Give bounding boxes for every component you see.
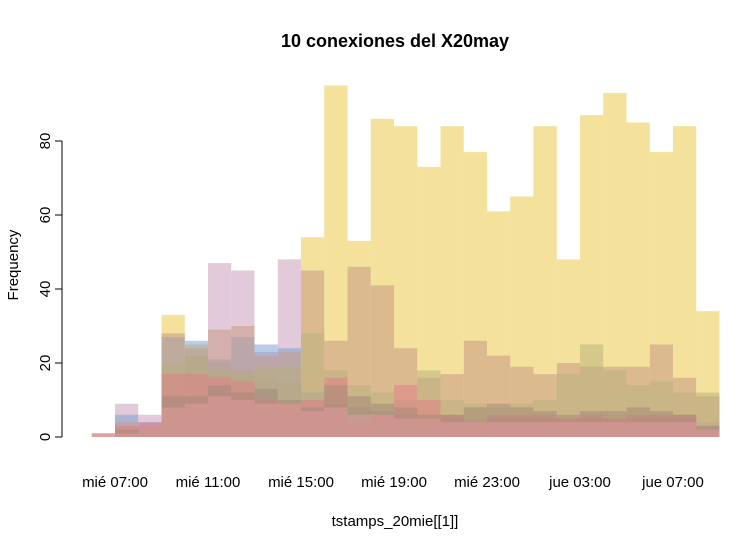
histogram-bar-series-7-bin-10 [301, 407, 325, 437]
histogram-bar-series-7-bin-25 [649, 411, 673, 437]
histogram-bar-series-8-bin-20 [533, 422, 557, 437]
histogram-bar-series-8-bin-14 [394, 418, 418, 437]
histogram-bar-series-8-bin-17 [463, 422, 487, 437]
histogram-bar-series-8-bin-5 [184, 403, 208, 437]
histogram-bar-series-7-bin-2 [115, 429, 139, 437]
x-tick-label: mié 15:00 [268, 474, 334, 491]
histogram-bar-series-8-bin-15 [417, 418, 441, 437]
x-tick-label: mié 19:00 [361, 474, 427, 491]
histogram-bar-series-8-bin-19 [510, 422, 534, 437]
x-tick-label: jue 03:00 [548, 474, 611, 491]
x-tick-label: mié 23:00 [454, 474, 520, 491]
x-axis: mié 07:00 mié 11:00 mié 15:00 mié 19:00 mié … [82, 474, 704, 491]
y-tick-label: 40 [37, 281, 54, 298]
histogram-bar-series-7-bin-12 [347, 396, 371, 437]
y-tick-label: 20 [37, 355, 54, 372]
histogram-bar-series-8-bin-3 [138, 429, 162, 437]
histogram-bar-series-8-bin-21 [556, 422, 580, 437]
histogram-bar-series-1-bin-20 [533, 126, 557, 437]
histogram-bar-series-8-bin-16 [440, 422, 464, 437]
histogram-bar-series-8-bin-9 [277, 403, 301, 437]
histogram-bar-series-7-bin-17 [463, 407, 487, 437]
histogram-bar-series-1-bin-26 [673, 126, 697, 437]
y-axis: 0 20 40 60 80 [37, 133, 63, 441]
histogram-bar-series-8-bin-18 [487, 422, 511, 437]
histogram-bar-series-8-bin-26 [673, 422, 697, 437]
x-tick-label: mié 11:00 [176, 474, 241, 491]
x-tick-label: jue 07:00 [641, 474, 704, 491]
histogram-bar-series-7-bin-19 [510, 407, 534, 437]
histogram-bar-series-6-bin-1 [91, 433, 115, 437]
chart-title: 10 conexiones del X20may [281, 31, 509, 51]
histogram-bar-series-7-bin-22 [580, 411, 604, 437]
histogram-bar-series-7-bin-26 [673, 414, 697, 437]
histogram-bar-series-7-bin-20 [533, 411, 557, 437]
histogram-bar-series-8-bin-11 [324, 407, 348, 437]
y-tick-label: 80 [37, 133, 54, 150]
histogram-bar-series-1-bin-15 [417, 166, 441, 437]
y-axis-label: Frequency [5, 229, 22, 300]
histogram-bar-series-8-bin-10 [301, 411, 325, 437]
histogram-bar-series-8-bin-7 [231, 400, 255, 437]
histogram-bar-series-8-bin-6 [208, 396, 232, 437]
histogram-bar-series-8-bin-23 [603, 422, 627, 437]
histogram-bar-series-7-bin-5 [184, 396, 208, 437]
histogram-bar-series-8-bin-24 [626, 422, 650, 437]
histogram-bar-series-7-bin-21 [556, 414, 580, 437]
histogram-bar-series-7-bin-24 [626, 407, 650, 437]
histogram-bar-series-8-bin-4 [161, 407, 185, 437]
histogram-bar-series-8-bin-25 [649, 422, 673, 437]
histogram-bar-series-8-bin-13 [370, 414, 394, 437]
histogram-bar-series-7-bin-4 [161, 396, 185, 437]
y-tick-label: 60 [37, 207, 54, 224]
histogram-bar-series-7-bin-11 [324, 385, 348, 437]
histogram-bar-series-7-bin-18 [487, 403, 511, 437]
histogram-bar-series-1-bin-24 [626, 122, 650, 437]
histogram-bar-series-7-bin-3 [138, 429, 162, 437]
histogram-bar-series-7-bin-13 [370, 403, 394, 437]
histogram-bar-series-8-bin-2 [115, 433, 139, 437]
histogram-bar-series-7-bin-7 [231, 392, 255, 437]
histogram-bar-series-7-bin-27 [696, 425, 720, 437]
x-tick-label: mié 07:00 [82, 474, 148, 491]
histogram-bars [91, 85, 720, 438]
histogram-bar-series-7-bin-16 [440, 414, 464, 437]
histogram-bar-series-7-bin-8 [254, 388, 278, 437]
histogram-bar-series-1-bin-16 [440, 126, 464, 437]
histogram-bar-series-1-bin-23 [603, 92, 627, 438]
histogram-bar-series-8-bin-22 [580, 422, 604, 437]
histogram-bar-series-8-bin-27 [696, 429, 720, 437]
histogram-bar-series-7-bin-15 [417, 414, 441, 437]
histogram-bar-series-7-bin-14 [394, 407, 418, 437]
histogram-bar-series-7-bin-9 [277, 400, 301, 437]
histogram-bar-series-7-bin-23 [603, 411, 627, 437]
histogram-bar-series-8-bin-8 [254, 403, 278, 437]
x-axis-label: tstamps_20mie[[1]] [332, 513, 459, 530]
y-tick-label: 0 [37, 433, 54, 441]
histogram-bar-series-8-bin-12 [347, 414, 371, 437]
histogram-bar-series-7-bin-6 [208, 385, 232, 437]
